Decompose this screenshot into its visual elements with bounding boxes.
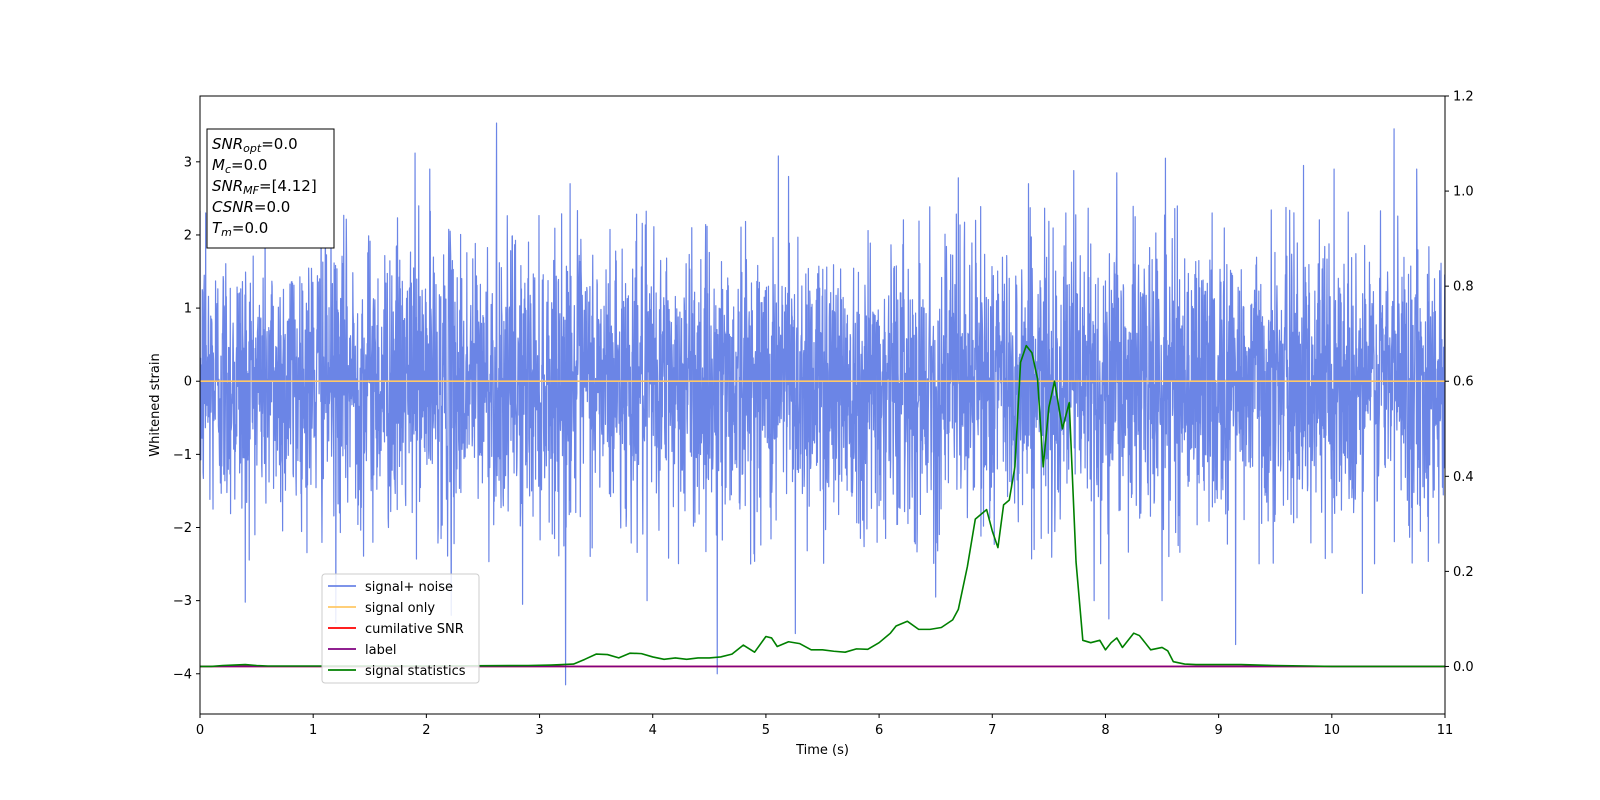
y-axis-label: Whitened strain	[148, 353, 163, 456]
legend-frame	[321, 573, 480, 684]
info-line: CSNR=0.0	[212, 198, 290, 216]
x-tick-label: 11	[1437, 723, 1454, 738]
y2-tick-label: 1.2	[1453, 90, 1474, 105]
x-tick-label: 8	[1101, 723, 1109, 738]
y-tick-label: −2	[173, 521, 192, 536]
y2-tick-label: 0.4	[1453, 470, 1474, 485]
ticks-layer: 0 1 2 3 4 5 6 7 8 9 10 11 −4 −3 −2 −1 0 1 2 3 0.0 0.2 0.4 0.6 0.…	[173, 90, 1474, 739]
axes-frame	[199, 95, 1446, 715]
y2-tick-label: 0.0	[1453, 660, 1474, 675]
x-tick-label: 5	[762, 723, 770, 738]
x-tick-label: 0	[196, 723, 204, 738]
info-line: Tm=0.0	[212, 219, 268, 239]
legend-label: label	[365, 643, 396, 658]
y-tick-label: −1	[173, 448, 192, 463]
legend-label: signal only	[365, 601, 435, 616]
y-tick-label: 0	[184, 375, 192, 390]
legend-label: signal statistics	[365, 664, 466, 679]
x-tick-label: 6	[875, 723, 883, 738]
info-line: SNRopt=0.0	[212, 135, 298, 155]
x-tick-label: 3	[535, 723, 543, 738]
y2-tick-label: 0.8	[1453, 280, 1474, 295]
y-tick-label: 3	[184, 155, 192, 170]
x-tick-label: 2	[422, 723, 430, 738]
info-line: SNRMF=[4.12]	[212, 177, 317, 197]
y-tick-label: 2	[184, 228, 192, 243]
x-tick-label: 9	[1214, 723, 1222, 738]
legend: signal+ noise signal only cumilative SNR la…	[321, 573, 480, 684]
info-box-frame	[206, 128, 335, 249]
y2-tick-label: 1.0	[1453, 185, 1474, 200]
y2-tick-label: 0.2	[1453, 565, 1474, 580]
legend-label: cumilative SNR	[365, 622, 464, 637]
x-tick-label: 7	[988, 723, 996, 738]
y-tick-label: −4	[173, 667, 192, 682]
legend-label: signal+ noise	[365, 580, 453, 595]
x-axis-label: Time (s)	[795, 743, 849, 758]
info-line: Mc=0.0	[212, 156, 267, 176]
y-tick-label: 1	[184, 302, 192, 317]
y-tick-label: −3	[173, 594, 192, 609]
y2-tick-label: 0.6	[1453, 375, 1474, 390]
x-tick-label: 4	[649, 723, 657, 738]
x-tick-label: 1	[309, 723, 317, 738]
series-signal-statistics	[200, 344, 1445, 668]
x-tick-label: 10	[1324, 723, 1341, 738]
